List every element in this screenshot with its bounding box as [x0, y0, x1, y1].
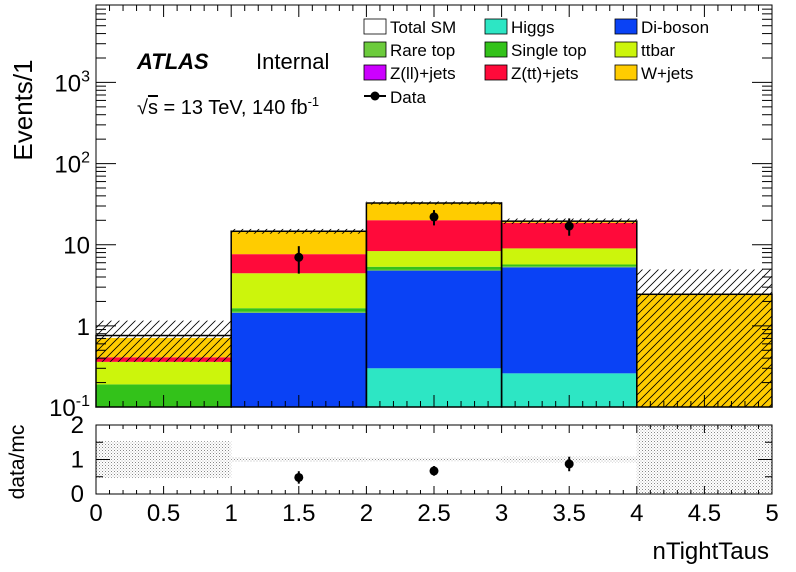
bar-single-top-bin-3: [501, 264, 637, 267]
x-tick-label-4: 2: [360, 500, 373, 527]
bar-di-boson-bin-1: [231, 312, 367, 407]
bar-ttbar-bin-2: [366, 251, 502, 267]
x-tick-label-8: 4: [630, 500, 643, 527]
svg-text:√s = 13 TeV, 140 fb-1: √s = 13 TeV, 140 fb-1: [137, 94, 319, 119]
legend-swatch-total-sm: [363, 18, 387, 35]
legend-label-higgs: Higgs: [511, 18, 554, 37]
main-y-axis-ticks: 10-1 1 10 102 103: [49, 4, 772, 422]
legend-swatch-z-tt-jets: [484, 64, 508, 81]
ratio-y-tick-label-0: 0: [71, 481, 84, 508]
ratio-point-2: [564, 459, 574, 469]
main-panel: 10-1 1 10 102 103: [49, 4, 773, 422]
legend-swatch-single-top: [484, 41, 508, 58]
x-axis-label: nTightTaus: [652, 538, 769, 565]
ratio-band-bin-4: [636, 425, 772, 494]
legend-label-di-boson: Di-boson: [641, 18, 709, 37]
uncertainty-hatch-bin-1: [231, 228, 367, 234]
ratio-y-tick-label-2: 2: [71, 412, 84, 439]
data-points: [294, 210, 574, 274]
bar-single-top-bin-1: [231, 308, 367, 312]
x-tick-label-2: 1: [225, 500, 238, 527]
bar-w-jets-bin-1: [231, 231, 367, 255]
legend-swatch-ttbar: [614, 41, 638, 58]
legend-label-w-jets: W+jets: [641, 64, 693, 83]
ratio-band-bin-0: [96, 441, 232, 478]
atlas-label: ATLAS: [136, 49, 209, 74]
ratio-y-axis-label: data/mc: [6, 425, 29, 500]
legend-label-z-ll-jets: Z(ll)+jets: [390, 64, 456, 83]
uncertainty-hatch-bin-0: [96, 320, 232, 362]
bar-ttbar-bin-1: [231, 273, 367, 309]
ratio-uncertainty-band: [96, 425, 772, 494]
legend-label-ttbar: ttbar: [641, 41, 675, 60]
legend-label-single-top: Single top: [511, 41, 587, 60]
legend-label-rare-top: Rare top: [390, 41, 455, 60]
x-tick-label-5: 2.5: [417, 500, 450, 527]
legend-swatch-z-ll-jets: [363, 64, 387, 81]
x-tick-label-9: 4.5: [688, 500, 721, 527]
uncertainty-hatch-bin-2: [366, 201, 502, 205]
legend-swatch-rare-top: [363, 41, 387, 58]
bar-ttbar-bin-3: [501, 248, 637, 265]
ratio-y-axis-ticks: 0 1 2: [71, 412, 772, 508]
x-tick-labels: 0 0.5 1 1.5 2 2.5 3 3.5 4 4.5 5: [89, 500, 778, 527]
y-axis-label: Events/1: [8, 59, 38, 160]
status-label: Internal: [256, 49, 329, 74]
y-tick-label-3: 102: [54, 150, 90, 179]
ratio-y-tick-label-1: 1: [71, 447, 84, 474]
y-tick-label-2: 10: [63, 233, 90, 260]
legend-swatch-w-jets: [614, 64, 638, 81]
data-point-2: [564, 221, 574, 231]
ratio-panel: 012 0 0.5 1 1.5 2 2.5 3 3.5 4 4.5 5: [71, 412, 779, 527]
y-tick-label-0: 10-1: [49, 393, 90, 422]
ratio-band-bin-2: [366, 457, 502, 462]
bar-rare-top-bin-2: [366, 269, 502, 271]
bar-ttbar-bin-0: [96, 361, 232, 385]
y-tick-label-1: 1: [77, 314, 90, 341]
x-tick-label-0: 0: [89, 500, 102, 527]
legend-swatch-higgs: [484, 18, 508, 35]
legend-label-data: Data: [390, 88, 426, 107]
ratio-point-1: [429, 466, 439, 476]
legend-label-z-tt-jets: Z(tt)+jets: [511, 64, 579, 83]
x-tick-label-1: 0.5: [147, 500, 180, 527]
data-point-0: [294, 252, 304, 262]
energy-lumi-label: √s = 13 TeV, 140 fb-1: [137, 94, 319, 119]
bar-single-top-bin-2: [366, 266, 502, 270]
legend-marker-data: [370, 91, 380, 101]
ratio-point-0: [294, 472, 304, 482]
total-sm-uncertainty-band: [96, 201, 772, 407]
x-tick-label-7: 3.5: [553, 500, 586, 527]
bar-di-boson-bin-3: [501, 267, 637, 374]
x-tick-label-6: 3: [495, 500, 508, 527]
ratio-points: [294, 456, 574, 484]
y-tick-label-4: 103: [54, 68, 90, 97]
bar-di-boson-bin-2: [366, 270, 502, 369]
main-x-axis-ticks: [95, 5, 773, 407]
ratio-band-bin-1: [231, 457, 367, 462]
x-tick-label-3: 1.5: [282, 500, 315, 527]
data-point-1: [429, 212, 439, 222]
legend-label-total-sm: Total SM: [390, 18, 456, 37]
legend-swatch-di-boson: [614, 18, 638, 35]
bar-rare-top-bin-1: [231, 311, 367, 313]
x-tick-label-10: 5: [765, 500, 778, 527]
uncertainty-hatch-bin-4: [636, 269, 772, 407]
ratio-x-axis-ticks: [95, 425, 773, 494]
bar-rare-top-bin-3: [501, 266, 637, 268]
legend: Total SM Higgs Di-boson Rare top Single top t…: [363, 18, 709, 107]
